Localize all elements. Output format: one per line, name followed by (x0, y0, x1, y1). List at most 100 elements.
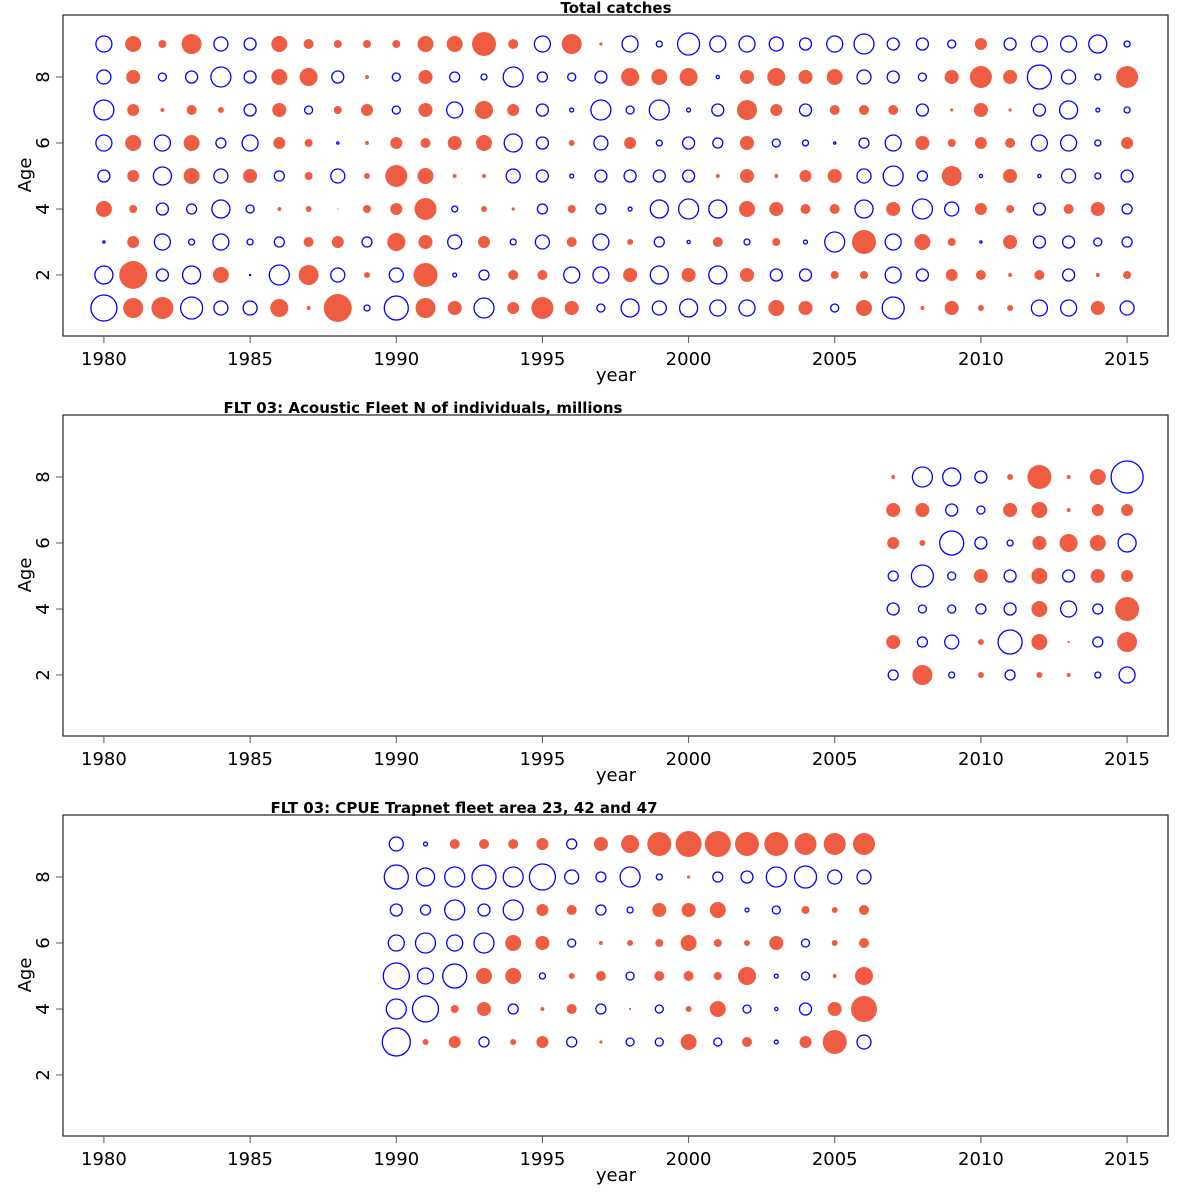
bubble-1982-age-3 (153, 233, 172, 251)
bubble-1987-age-6 (304, 139, 313, 147)
bubble-1993-age-2 (478, 269, 490, 281)
bubble-2012-age-6 (1032, 535, 1047, 551)
bubble-2000-age-8 (679, 67, 698, 87)
bubble-1995-age-4 (536, 203, 549, 215)
bubble-2008-age-7 (915, 502, 930, 518)
bubble-1994-age-9 (508, 839, 519, 849)
panel-title: FLT 03: CPUE Trapnet fleet area 23, 42 a… (270, 799, 657, 817)
bubble-2008-age-4 (917, 604, 928, 614)
bubble-1995-age-7 (535, 103, 550, 117)
bubble-1993-age-4 (476, 1001, 492, 1017)
bubble-2006-age-8 (856, 869, 872, 885)
x-axis: 1980 1985 1990 1995 2000 2005 2010 2015 (81, 736, 1150, 770)
bubble-2003-age-3 (773, 1039, 779, 1045)
bubble-2015-age-4 (1121, 203, 1133, 215)
bubble-2007-age-8 (891, 475, 896, 479)
bubble-1985-age-3 (246, 238, 254, 246)
bubble-2015-age-8 (1110, 460, 1144, 494)
x-tick-label: 1995 (520, 349, 566, 370)
bubble-1983-age-6 (183, 135, 200, 151)
bubble-2005-age-9 (823, 833, 846, 855)
x-tick-label: 1990 (373, 749, 419, 770)
bubble-1993-age-6 (476, 135, 492, 151)
bubble-2004-age-8 (798, 69, 813, 85)
bubble-1981-age-3 (127, 236, 140, 248)
y-tick-label: 8 (33, 71, 54, 82)
bubble-2012-age-7 (1032, 103, 1047, 117)
bubble-1984-age-4 (211, 199, 231, 219)
bubble-2014-age-8 (1094, 73, 1102, 81)
bubble-2001-age-4 (709, 1001, 726, 1017)
bubble-1983-age-7 (186, 105, 197, 115)
bubble-2008-age-6 (919, 540, 926, 546)
bubble-1988-age-3 (331, 236, 344, 248)
bubble-1998-age-3 (625, 1037, 635, 1047)
bubble-2011-age-9 (1003, 37, 1017, 51)
bubble-2010-age-7 (973, 102, 988, 118)
x-tick-label: 2000 (666, 349, 712, 370)
bubble-1991-age-5 (417, 168, 434, 184)
x-tick-label: 2010 (958, 349, 1004, 370)
bubble-1991-age-9 (417, 36, 434, 52)
bubble-1998-age-4 (628, 1007, 632, 1011)
bubble-1991-age-4 (414, 198, 437, 220)
bubble-2000-age-5 (683, 971, 694, 981)
bubble-2006-age-3 (852, 230, 876, 254)
bubble-1990-age-1 (383, 295, 409, 321)
bubble-2007-age-6 (887, 537, 900, 549)
bubble-1994-age-9 (508, 39, 519, 49)
bubble-2008-age-6 (915, 135, 930, 151)
bubble-1998-age-9 (621, 834, 640, 854)
bubble-2010-age-6 (974, 137, 987, 149)
x-axis: 1980 1985 1990 1995 2000 2005 2010 2015 (81, 1136, 1150, 1170)
bubble-2008-age-7 (915, 103, 930, 117)
bubble-1992-age-6 (447, 135, 462, 151)
bubble-1984-age-5 (213, 168, 229, 184)
bubble-1995-age-3 (534, 234, 551, 250)
bubble-1995-age-4 (540, 1007, 545, 1011)
bubble-1988-age-9 (333, 40, 342, 48)
bubble-2006-age-6 (859, 938, 869, 948)
bubble-2007-age-4 (886, 602, 900, 616)
bubble-1995-age-3 (536, 1036, 549, 1048)
bubble-2015-age-2 (1118, 666, 1136, 684)
bubble-1994-age-3 (509, 238, 517, 246)
bubble-1984-age-3 (212, 233, 230, 251)
bubble-2010-age-1 (977, 305, 984, 311)
bubble-2005-age-9 (826, 35, 844, 53)
x-tick-label: 1990 (373, 1149, 419, 1170)
bubble-2014-age-1 (1090, 300, 1105, 316)
bubble-2004-age-8 (793, 865, 818, 889)
bubble-2009-age-3 (944, 634, 960, 650)
bubble-1999-age-4 (649, 199, 669, 219)
bubble-2013-age-2 (1066, 673, 1071, 677)
bubble-1989-age-8 (365, 75, 369, 79)
bubble-2011-age-7 (1008, 108, 1012, 112)
bubble-1988-age-6 (336, 141, 340, 145)
bubble-1987-age-1 (306, 306, 311, 310)
bubble-2015-age-5 (1121, 570, 1134, 582)
bubble-2002-age-5 (737, 966, 757, 986)
bubble-1984-age-9 (213, 36, 229, 52)
bubble-2008-age-9 (915, 37, 930, 51)
bubble-2004-age-5 (799, 170, 812, 182)
bubble-2014-age-8 (1089, 469, 1106, 485)
bubble-1999-age-6 (655, 139, 663, 147)
bubble-2003-age-5 (773, 973, 779, 979)
bubble-2002-age-9 (738, 35, 756, 53)
bubble-2002-age-6 (744, 940, 750, 946)
bubble-2003-age-7 (771, 905, 781, 915)
bubble-2006-age-4 (851, 996, 877, 1022)
bubble-1992-age-8 (444, 866, 466, 888)
bubble-2009-age-9 (947, 39, 957, 49)
x-tick-label: 1995 (520, 749, 566, 770)
bubble-2010-age-3 (979, 240, 983, 244)
bubble-1993-age-8 (480, 73, 488, 81)
bubble-2013-age-6 (1059, 533, 1078, 553)
bubble-1991-age-3 (418, 234, 433, 250)
bubble-1984-age-8 (210, 66, 232, 88)
bubble-2010-age-4 (974, 203, 987, 215)
bubble-1988-age-8 (331, 70, 345, 84)
bubble-2003-age-6 (771, 138, 781, 148)
